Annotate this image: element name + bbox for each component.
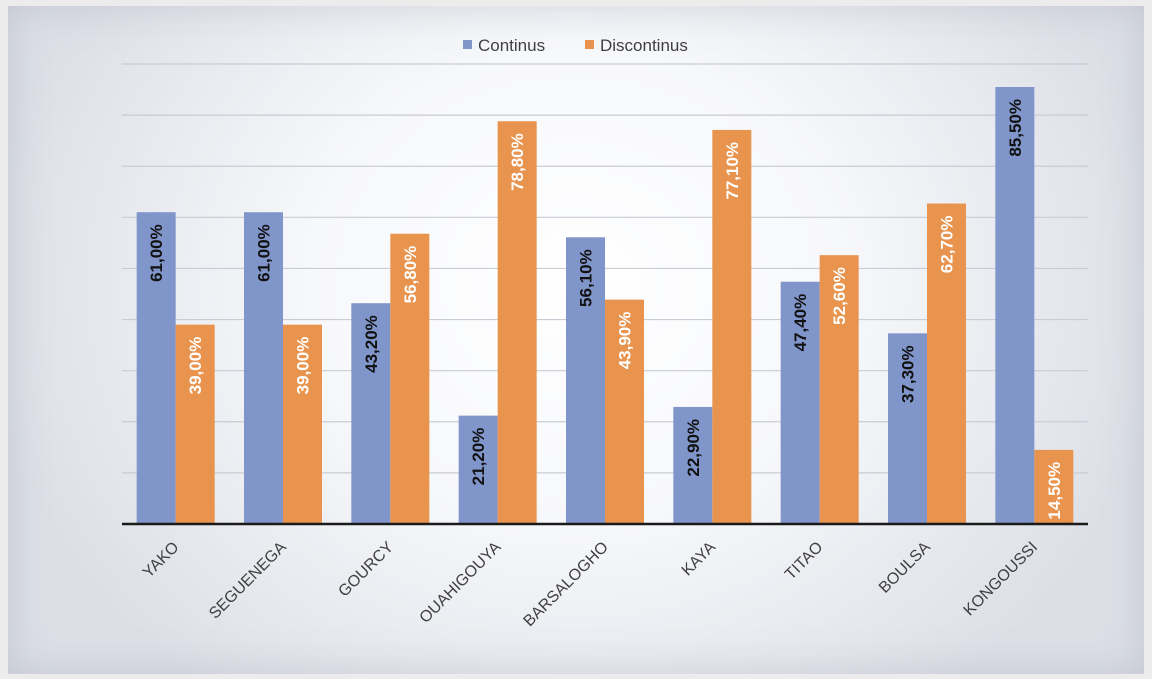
- bar-labels: 61,00% 39,00% 61,00% 39,00% 43,20% 56,80% 21,2…: [147, 99, 1064, 520]
- bar-discontinus-gourcy: [390, 233, 430, 524]
- x-tick-label: KONGOUSSI: [961, 539, 1042, 620]
- bar-discontinus-seguenega: [283, 324, 322, 524]
- data-label: 37,30%: [899, 345, 918, 403]
- legend: Continus Discontinus: [463, 36, 688, 55]
- bar-discontinus-yako: [175, 324, 215, 524]
- data-label: 61,00%: [255, 224, 274, 282]
- x-tick-labels: YAKO SEGUENEGA GOURCY OUAHIGOUYA BARSALOGHO K…: [140, 539, 1041, 630]
- bar-discontinus-barsalogho: [605, 299, 644, 524]
- data-label: 39,00%: [186, 337, 205, 395]
- bar-discontinus-boulsa: [927, 203, 966, 525]
- data-label: 85,50%: [1006, 99, 1025, 157]
- data-label: 77,10%: [723, 142, 742, 200]
- legend-label-discontinus: Discontinus: [600, 36, 688, 55]
- x-tick-label: BARSALOGHO: [521, 539, 612, 630]
- bar-continus-titao: [780, 281, 820, 524]
- data-label: 78,80%: [508, 133, 527, 191]
- data-label: 61,00%: [147, 224, 166, 282]
- x-tick-label: SEGUENEGA: [206, 539, 290, 623]
- x-tick-label: OUAHIGOUYA: [417, 539, 505, 627]
- bar-continus-gourcy: [351, 303, 391, 524]
- bar-continus-kaya: [673, 406, 713, 524]
- data-label: 43,20%: [362, 315, 381, 373]
- legend-label-continus: Continus: [478, 36, 545, 55]
- x-tick-label: TITAO: [782, 539, 826, 583]
- data-label: 39,00%: [294, 337, 313, 395]
- legend-swatch-discontinus: [585, 40, 594, 49]
- bar-continus-barsalogho: [566, 237, 605, 524]
- x-tick-label: BOULSA: [876, 539, 934, 597]
- legend-swatch-continus: [463, 40, 472, 49]
- bar-continus-ouahigouya: [458, 415, 498, 524]
- bar-continus-yako: [136, 212, 176, 524]
- data-label: 56,80%: [401, 246, 420, 304]
- data-label: 52,60%: [830, 267, 849, 325]
- bar-discontinus-kaya: [712, 129, 752, 524]
- data-label: 43,90%: [616, 312, 635, 370]
- bars: [136, 87, 1074, 525]
- data-label: 62,70%: [938, 216, 957, 274]
- data-label: 47,40%: [791, 294, 810, 352]
- x-tick-label: KAYA: [679, 539, 720, 580]
- x-tick-label: YAKO: [140, 539, 183, 582]
- data-label: 14,50%: [1045, 462, 1064, 520]
- bar-continus-seguenega: [244, 212, 283, 524]
- x-tick-label: GOURCY: [335, 539, 397, 601]
- bar-continus-boulsa: [888, 333, 927, 524]
- bar-discontinus-ouahigouya: [497, 121, 537, 524]
- bar-discontinus-kongoussi: [1034, 449, 1074, 524]
- data-label: 22,90%: [684, 419, 703, 477]
- data-label: 56,10%: [577, 249, 596, 307]
- bar-continus-kongoussi: [995, 87, 1035, 524]
- bar-discontinus-titao: [819, 255, 859, 524]
- data-label: 21,20%: [469, 428, 488, 486]
